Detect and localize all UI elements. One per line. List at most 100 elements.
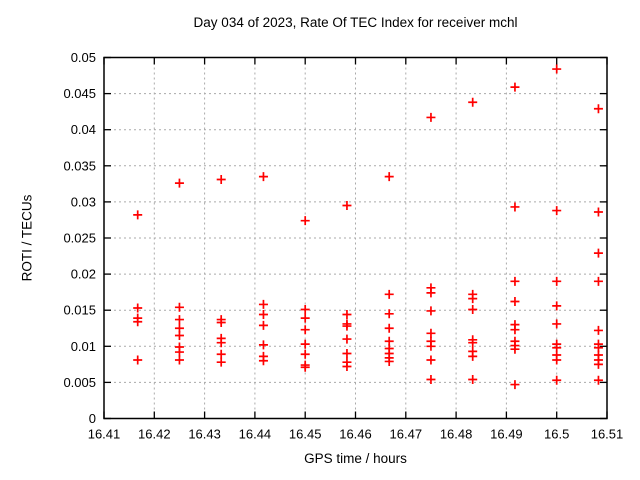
x-tick-label: 16.47 xyxy=(390,427,423,442)
chart-title: Day 034 of 2023, Rate Of TEC Index for r… xyxy=(193,15,518,30)
data-point-marker xyxy=(258,310,268,320)
data-point-marker xyxy=(426,288,436,298)
plot-border xyxy=(103,56,608,420)
data-point-marker xyxy=(468,304,478,314)
y-tick-label: 0 xyxy=(89,411,96,426)
data-point-marker xyxy=(510,344,520,354)
data-point-marker xyxy=(426,328,436,338)
data-point-marker xyxy=(552,301,562,311)
data-point-marker xyxy=(552,375,562,385)
data-point-marker xyxy=(258,299,268,309)
x-tick-label: 16.44 xyxy=(239,427,272,442)
data-point-marker xyxy=(593,375,603,385)
data-point-marker xyxy=(426,341,436,351)
data-point-marker xyxy=(510,297,520,307)
data-point-marker xyxy=(593,207,603,217)
y-tick-label: 0.035 xyxy=(63,158,96,173)
data-point-marker xyxy=(216,349,226,359)
data-point-marker xyxy=(300,339,310,349)
data-point-marker xyxy=(174,315,184,325)
x-tick-label: 16.49 xyxy=(490,427,523,442)
y-axis-label: ROTI / TECUs xyxy=(19,194,35,282)
y-tick-label: 0.045 xyxy=(63,86,96,101)
x-tick-label: 16.42 xyxy=(138,427,171,442)
data-point-marker xyxy=(468,294,478,304)
x-tick-label: 16.41 xyxy=(88,427,121,442)
data-point-marker xyxy=(342,334,352,344)
data-point-marker xyxy=(426,355,436,365)
data-point-marker xyxy=(342,201,352,211)
data-point-marker xyxy=(426,375,436,385)
data-point-marker xyxy=(300,349,310,359)
x-tick-label: 16.46 xyxy=(339,427,372,442)
data-point-marker xyxy=(468,375,478,385)
data-point-marker xyxy=(174,330,184,340)
data-point-marker xyxy=(510,325,520,335)
data-point-marker xyxy=(468,351,478,361)
x-tick-label: 16.45 xyxy=(289,427,322,442)
y-tick-label: 0.05 xyxy=(71,50,96,65)
x-axis-label: GPS time / hours xyxy=(304,451,407,466)
data-point-marker xyxy=(133,303,143,313)
y-tick-label: 0.02 xyxy=(71,267,96,282)
data-point-marker xyxy=(593,325,603,335)
data-point-marker xyxy=(174,178,184,188)
data-point-marker xyxy=(468,338,478,348)
data-point-marker xyxy=(216,317,226,327)
data-point-marker xyxy=(300,325,310,335)
data-point-marker xyxy=(133,317,143,327)
data-point-marker xyxy=(426,112,436,122)
data-point-marker xyxy=(384,323,394,333)
data-point-marker xyxy=(468,97,478,107)
data-point-marker xyxy=(552,206,562,216)
data-point-marker xyxy=(300,313,310,323)
x-tick-label: 16.48 xyxy=(440,427,473,442)
data-point-marker xyxy=(384,289,394,299)
data-point-marker xyxy=(258,172,268,182)
y-tick-label: 0.025 xyxy=(63,231,96,246)
data-point-marker xyxy=(133,210,143,220)
data-point-marker xyxy=(300,304,310,314)
data-point-marker xyxy=(552,355,562,365)
data-point-marker xyxy=(258,340,268,350)
data-point-marker xyxy=(300,216,310,226)
data-point-marker xyxy=(510,380,520,390)
data-point-marker xyxy=(384,309,394,319)
y-tick-label: 0.015 xyxy=(63,303,96,318)
data-point-marker xyxy=(342,321,352,331)
data-point-marker xyxy=(174,302,184,312)
data-point-marker xyxy=(510,276,520,286)
data-point-marker xyxy=(593,104,603,114)
data-point-marker xyxy=(216,357,226,367)
data-point-marker xyxy=(216,175,226,185)
data-point-marker xyxy=(384,172,394,182)
x-tick-label: 16.43 xyxy=(188,427,221,442)
y-tick-label: 0.01 xyxy=(71,339,96,354)
data-point-marker xyxy=(342,310,352,320)
y-tick-label: 0.03 xyxy=(71,194,96,209)
y-tick-label: 0.04 xyxy=(71,122,96,137)
data-point-marker xyxy=(593,248,603,258)
data-point-marker xyxy=(216,338,226,348)
x-tick-label: 16.51 xyxy=(591,427,624,442)
data-point-marker xyxy=(342,349,352,359)
data-point-marker xyxy=(593,359,603,369)
data-point-marker xyxy=(342,362,352,372)
x-tick-label: 16.5 xyxy=(544,427,569,442)
data-point-marker xyxy=(552,64,562,74)
data-point-marker xyxy=(510,202,520,212)
data-point-marker xyxy=(510,82,520,92)
y-tick-label: 0.005 xyxy=(63,375,96,390)
data-point-marker xyxy=(552,319,562,329)
data-point-marker xyxy=(384,356,394,366)
data-point-marker xyxy=(133,355,143,365)
data-point-marker xyxy=(258,320,268,330)
data-point-marker xyxy=(258,356,268,366)
data-point-marker xyxy=(426,306,436,316)
data-point-marker xyxy=(174,355,184,365)
data-point-marker xyxy=(593,276,603,286)
data-point-marker xyxy=(300,362,310,372)
data-point-marker xyxy=(552,276,562,286)
